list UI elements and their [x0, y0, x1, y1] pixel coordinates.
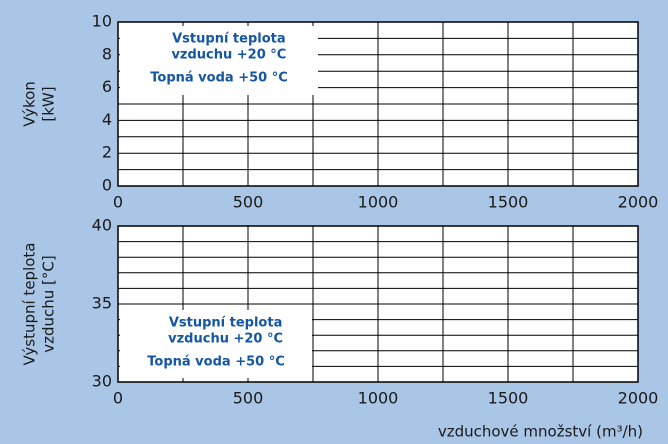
annotation: Topná voda +50 °C	[147, 355, 285, 370]
annotation: vzduchu +20 °C	[171, 48, 286, 63]
y-axis-label: Výkon	[21, 81, 39, 127]
x-tick-label: 500	[233, 193, 264, 212]
annotation: Vstupní teplota	[172, 32, 286, 47]
y-axis-label: [kW]	[40, 86, 58, 121]
y-tick-label: 2	[102, 143, 112, 162]
x-tick-label: 1500	[488, 389, 529, 408]
y-tick-label: 40	[92, 216, 112, 235]
y-tick-label: 10	[92, 12, 112, 31]
x-tick-label: 1000	[358, 389, 399, 408]
annotation: vzduchu +20 °C	[168, 332, 283, 347]
y-tick-label: 35	[92, 294, 112, 313]
annotation: Vstupní teplota	[169, 316, 283, 331]
y-axis-label: vzduchu [°C]	[40, 255, 58, 353]
annotation-box	[120, 26, 318, 95]
y-axis-label: Výstupní teplota	[21, 243, 39, 366]
x-tick-label: 0	[113, 193, 123, 212]
y-tick-label: 8	[102, 44, 112, 63]
x-tick-label: 2000	[618, 389, 659, 408]
x-tick-label: 1500	[488, 193, 529, 212]
y-tick-label: 30	[92, 372, 112, 391]
x-tick-label: 1000	[358, 193, 399, 212]
y-tick-label: 6	[102, 77, 112, 96]
y-tick-label: 0	[102, 176, 112, 195]
annotation: Topná voda +50 °C	[150, 71, 288, 86]
x-axis-label: vzduchové množství (m³/h)	[438, 423, 643, 441]
y-tick-label: 4	[102, 110, 112, 129]
annotation-box	[120, 310, 312, 378]
x-tick-label: 500	[233, 389, 264, 408]
x-tick-label: 0	[113, 389, 123, 408]
x-tick-label: 2000	[618, 193, 659, 212]
